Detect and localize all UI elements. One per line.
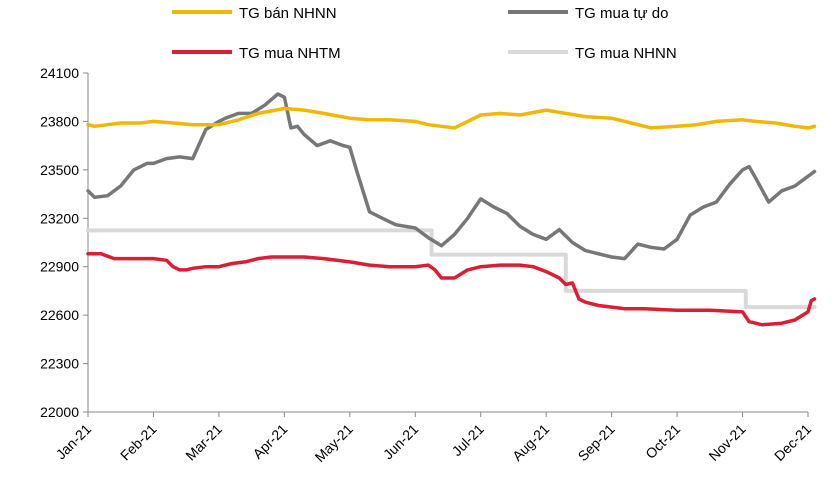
y-tick-label: 23800 — [40, 113, 79, 129]
y-tick-label: 22600 — [40, 307, 79, 323]
x-tick-label: Mar-21 — [182, 421, 225, 464]
series-line-tg-mua-tu-do — [86, 92, 817, 261]
y-tick-label: 22900 — [40, 259, 79, 275]
x-tick-label: Oct-21 — [642, 421, 683, 462]
x-tick-label: Apr-21 — [249, 421, 290, 462]
x-tick-label: Feb-21 — [117, 421, 160, 464]
series-line-tg-ban-nhnn — [86, 106, 817, 130]
x-axis: Jan-21 Feb-21 Mar-21 Apr-21 May-21 Jun-21 Jul-… — [53, 411, 814, 465]
x-tick-label: Dec-21 — [771, 421, 814, 464]
y-tick-label: 22300 — [40, 356, 79, 372]
x-tick-label: Jun-21 — [380, 421, 422, 463]
legend-label: TG mua tự do — [575, 5, 668, 22]
legend-label: TG mua NHTM — [239, 45, 341, 62]
x-tick-label: Jul-21 — [449, 421, 487, 459]
series-line-tg-mua-nhnn — [86, 228, 817, 310]
y-tick-label: 23500 — [40, 162, 79, 178]
x-tick-label: Sep-21 — [575, 421, 618, 464]
x-tick-label: Aug-21 — [509, 421, 552, 464]
y-tick-label: 23200 — [40, 210, 79, 226]
legend-label: TG bán NHNN — [239, 5, 337, 22]
y-tick-label: 22000 — [40, 404, 79, 420]
x-tick-label: Jan-21 — [53, 421, 95, 463]
series-layer — [86, 92, 817, 327]
x-tick-label: Nov-21 — [705, 421, 748, 464]
y-axis: 22000 22300 22600 22900 23200 23500 23800 24100 — [40, 65, 89, 420]
series-line-tg-mua-nhtm — [86, 252, 817, 327]
legend: TG bán NHNN TG mua tự do TG mua NHTM TG mua… — [172, 5, 677, 62]
legend-label: TG mua NHNN — [575, 45, 677, 62]
y-tick-label: 24100 — [40, 65, 79, 81]
x-tick-label: May-21 — [312, 421, 356, 465]
